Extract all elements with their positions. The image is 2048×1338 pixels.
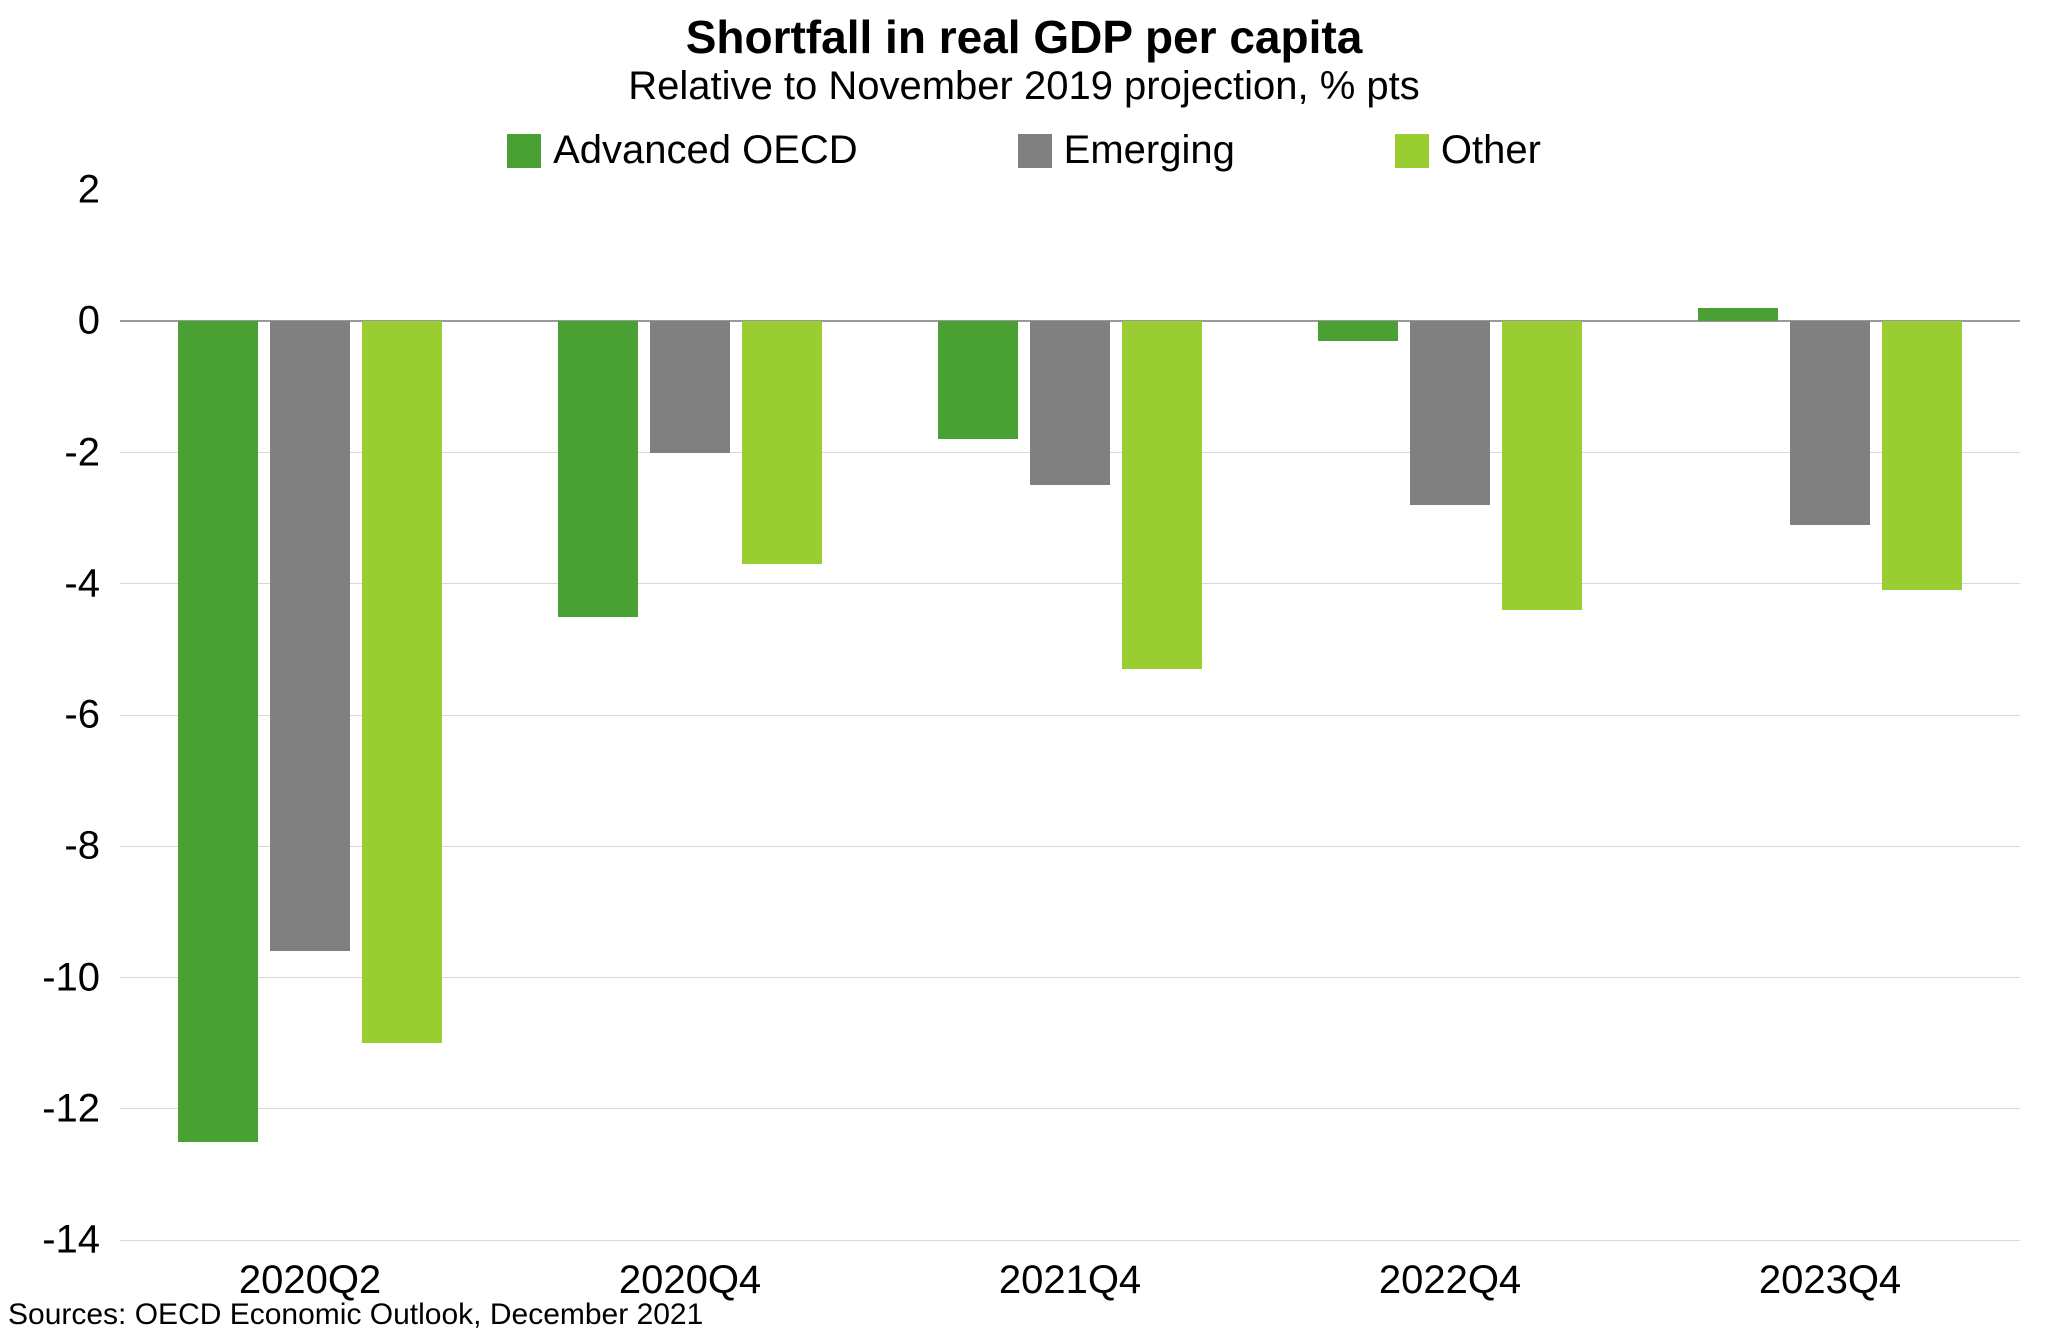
x-tick-label: 2020Q4 — [619, 1240, 761, 1303]
legend-swatch-icon — [1395, 134, 1429, 168]
legend-item: Emerging — [1018, 128, 1235, 173]
legend-item: Other — [1395, 128, 1541, 173]
x-tick-label: 2022Q4 — [1379, 1240, 1521, 1303]
x-tick-label: 2020Q2 — [239, 1240, 381, 1303]
legend-swatch-icon — [507, 134, 541, 168]
gridline — [120, 1108, 2020, 1109]
chart-legend: Advanced OECD Emerging Other — [0, 128, 2048, 173]
x-tick-label: 2021Q4 — [999, 1240, 1141, 1303]
legend-label: Emerging — [1064, 128, 1235, 173]
legend-label: Other — [1441, 128, 1541, 173]
bar — [1410, 321, 1490, 505]
y-tick-label: -10 — [42, 955, 120, 1000]
bar — [742, 321, 822, 564]
bar — [1122, 321, 1202, 669]
bar — [1030, 321, 1110, 485]
bar — [1318, 321, 1398, 341]
chart-subtitle: Relative to November 2019 projection, % … — [0, 64, 2048, 109]
plot-area: -14-12-10-8-6-4-2022020Q22020Q42021Q4202… — [120, 190, 2020, 1240]
y-tick-label: -12 — [42, 1086, 120, 1131]
chart-container: Shortfall in real GDP per capita Relativ… — [0, 0, 2048, 1338]
legend-label: Advanced OECD — [553, 128, 858, 173]
bar — [270, 321, 350, 951]
bar — [1790, 321, 1870, 524]
chart-title: Shortfall in real GDP per capita — [0, 10, 2048, 64]
y-tick-label: -8 — [64, 824, 120, 869]
bar — [558, 321, 638, 616]
bar — [1882, 321, 1962, 590]
bar — [938, 321, 1018, 439]
y-tick-label: -2 — [64, 430, 120, 475]
y-tick-label: 2 — [78, 168, 120, 213]
bar — [1502, 321, 1582, 610]
y-tick-label: -14 — [42, 1218, 120, 1263]
chart-source: Sources: OECD Economic Outlook, December… — [8, 1298, 703, 1332]
bar — [650, 321, 730, 452]
legend-swatch-icon — [1018, 134, 1052, 168]
y-tick-label: -4 — [64, 561, 120, 606]
bar — [362, 321, 442, 1043]
legend-item: Advanced OECD — [507, 128, 858, 173]
bar — [1698, 308, 1778, 321]
x-tick-label: 2023Q4 — [1759, 1240, 1901, 1303]
y-tick-label: -6 — [64, 693, 120, 738]
y-tick-label: 0 — [78, 299, 120, 344]
bar — [178, 321, 258, 1141]
